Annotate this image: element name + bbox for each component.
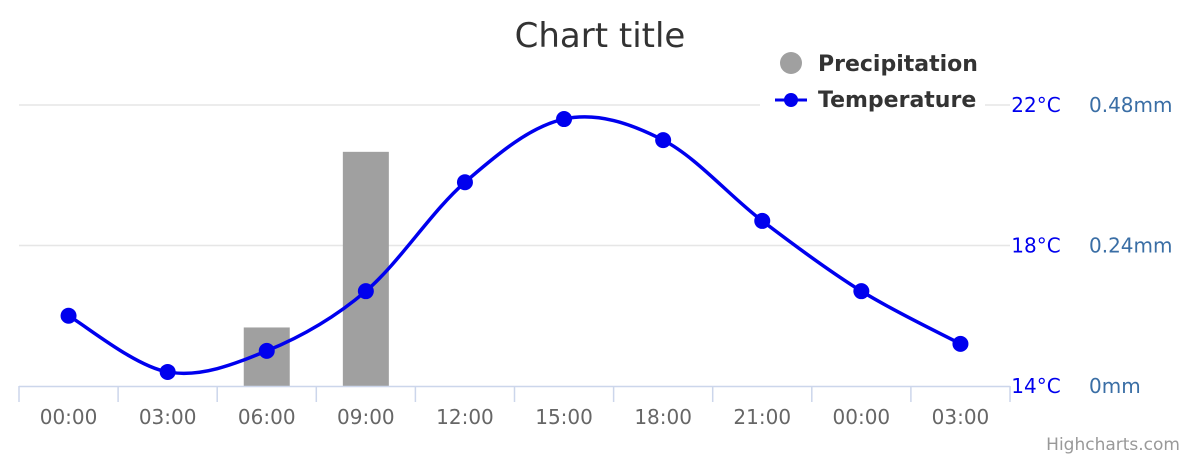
temperature-line [67, 115, 962, 376]
x-tick-label-8: 00:00 [833, 405, 891, 429]
y-right-tick-label-1: 0.24mm [1089, 234, 1173, 258]
y-right-tick-label-0: 0mm [1089, 374, 1141, 398]
x-tick-label-5: 15:00 [535, 405, 593, 429]
temperature-point-3[interactable] [357, 283, 374, 300]
temperature-point-8[interactable] [853, 283, 870, 300]
legend-precipitation-label: Precipitation [818, 52, 978, 77]
x-tick-label-7: 21:00 [733, 405, 791, 429]
temperature-point-4[interactable] [456, 174, 473, 191]
temperature-point-5[interactable] [556, 111, 573, 128]
x-tick-label-4: 12:00 [436, 405, 494, 429]
x-tick-label-6: 18:00 [634, 405, 692, 429]
y-axis-right: 0mm 0.24mm 0.48mm [1089, 93, 1173, 398]
legend: Precipitation Temperature [760, 40, 985, 122]
temperature-point-1[interactable] [159, 363, 176, 380]
precipitation-bar-3[interactable] [342, 151, 389, 386]
legend-precipitation-symbol [780, 52, 802, 74]
temperature-series [60, 111, 969, 380]
legend-item-temperature[interactable]: Temperature [775, 88, 976, 113]
x-tick-label-2: 06:00 [238, 405, 296, 429]
y-left-tick-label-2: 22°C [1011, 93, 1060, 117]
temperature-point-2[interactable] [258, 342, 275, 359]
x-tick-label-3: 09:00 [337, 405, 395, 429]
x-tick-label-0: 00:00 [40, 405, 98, 429]
temperature-point-6[interactable] [655, 132, 672, 149]
y-axis-left: 14°C 18°C 22°C [1011, 93, 1060, 398]
legend-temperature-symbol [784, 93, 798, 107]
y-right-tick-label-2: 0.48mm [1089, 93, 1173, 117]
x-axis: 00:00 03:00 06:00 09:00 12:00 15:00 18:00 21:00… [18, 385, 1011, 429]
legend-item-precipitation[interactable]: Precipitation [780, 52, 978, 77]
chart-title: Chart title [515, 16, 686, 56]
legend-background [760, 40, 985, 122]
temperature-point-7[interactable] [754, 212, 771, 229]
temperature-point-0[interactable] [60, 307, 77, 324]
legend-temperature-label: Temperature [818, 88, 976, 113]
x-tick-label-9: 03:00 [932, 405, 990, 429]
y-left-tick-label-0: 14°C [1011, 374, 1060, 398]
temperature-point-9[interactable] [952, 335, 969, 352]
y-left-tick-label-1: 18°C [1011, 234, 1060, 258]
credits-link[interactable]: Highcharts.com [1046, 435, 1180, 455]
x-tick-label-1: 03:00 [139, 405, 197, 429]
